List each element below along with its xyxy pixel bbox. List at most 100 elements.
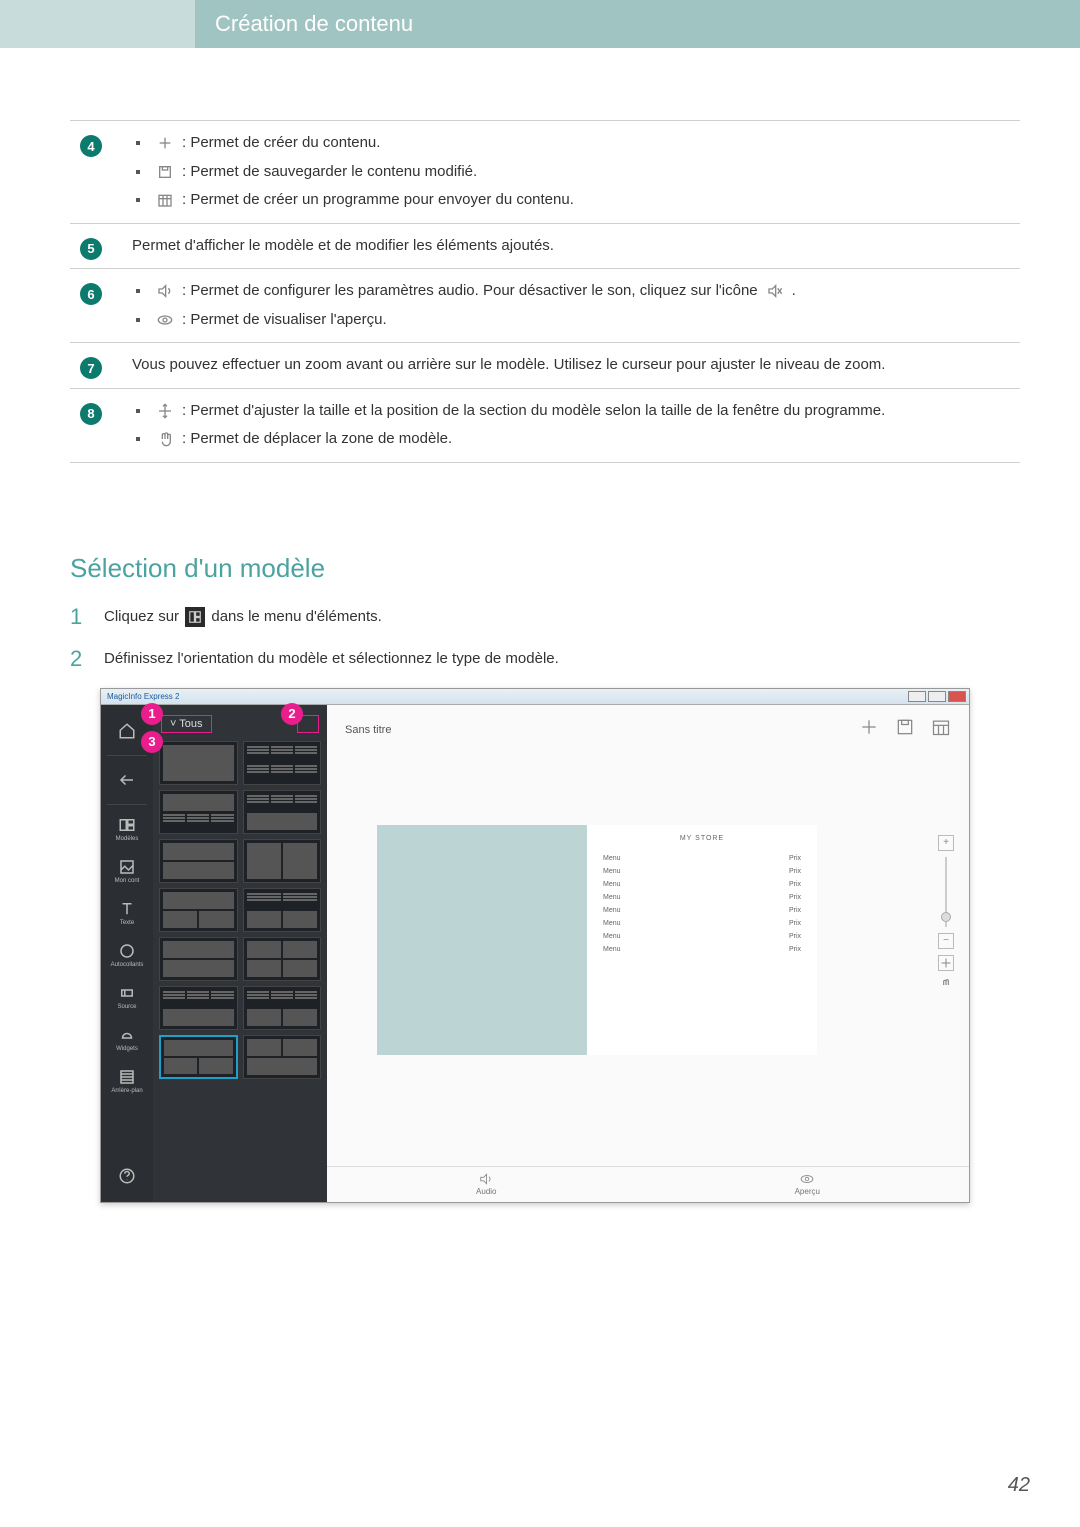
zoom-control: + − bbox=[937, 835, 955, 993]
step-text: Cliquez sur bbox=[104, 607, 183, 624]
audio-button[interactable]: Audio bbox=[476, 1172, 496, 1196]
preview-button[interactable]: Aperçu bbox=[795, 1172, 820, 1196]
filter-all[interactable]: ˅ Tous bbox=[161, 715, 212, 733]
app-window: MagicInfo Express 2 Modèles Mon cont Tex… bbox=[100, 688, 970, 1203]
row-number: 8 bbox=[80, 403, 102, 425]
row-text: : Permet de déplacer la zone de modèle. bbox=[182, 425, 452, 454]
new-icon[interactable] bbox=[859, 717, 879, 742]
preview-icon bbox=[154, 311, 176, 329]
template-thumb[interactable] bbox=[243, 937, 322, 981]
save-icon[interactable] bbox=[895, 717, 915, 742]
schedule-icon[interactable] bbox=[931, 717, 951, 742]
template-thumb[interactable] bbox=[243, 1035, 322, 1079]
menu-row: MenuPrix bbox=[603, 930, 801, 943]
step: 1 Cliquez sur dans le menu d'éléments. bbox=[70, 604, 1020, 630]
template-thumb[interactable] bbox=[159, 888, 238, 932]
reference-table: 4 : Permet de créer du contenu. : Permet… bbox=[70, 120, 1020, 463]
zoom-in-button[interactable]: + bbox=[938, 835, 954, 851]
row-number: 5 bbox=[80, 238, 102, 260]
zoom-out-button[interactable]: − bbox=[938, 933, 954, 949]
rail-background[interactable]: Arrière-plan bbox=[104, 1061, 150, 1101]
menu-row: MenuPrix bbox=[603, 891, 801, 904]
window-titlebar: MagicInfo Express 2 bbox=[101, 689, 969, 705]
template-grid bbox=[159, 741, 321, 1079]
table-row: 8 : Permet d'ajuster la taille et la pos… bbox=[70, 388, 1020, 463]
template-thumb[interactable] bbox=[243, 986, 322, 1030]
pan-button[interactable] bbox=[938, 977, 954, 993]
table-row: 5 Permet d'afficher le modèle et de modi… bbox=[70, 223, 1020, 269]
template-thumb[interactable] bbox=[243, 741, 322, 785]
row-text: : Permet de créer un programme pour envo… bbox=[182, 186, 574, 215]
page-number: 42 bbox=[1008, 1474, 1030, 1497]
rail-text[interactable]: Texte bbox=[104, 893, 150, 933]
row-text: . bbox=[792, 277, 796, 306]
rail-source[interactable]: Source bbox=[104, 977, 150, 1017]
template-thumb[interactable] bbox=[243, 888, 322, 932]
row-text: : Permet de créer du contenu. bbox=[182, 129, 380, 158]
step-text: dans le menu d'éléments. bbox=[211, 607, 381, 624]
template-thumb[interactable] bbox=[159, 741, 238, 785]
menu-row: MenuPrix bbox=[603, 904, 801, 917]
row-text: : Permet de sauvegarder le contenu modif… bbox=[182, 158, 477, 187]
rail-templates[interactable]: Modèles bbox=[104, 809, 150, 849]
section-title: Sélection d'un modèle bbox=[70, 553, 1020, 584]
menu-row: MenuPrix bbox=[603, 878, 801, 891]
fit-icon bbox=[154, 402, 176, 420]
rail-stickers[interactable]: Autocollants bbox=[104, 935, 150, 975]
step-number: 2 bbox=[70, 646, 90, 672]
template-thumb[interactable] bbox=[159, 986, 238, 1030]
menu-row: MenuPrix bbox=[603, 943, 801, 956]
callout-3: 3 bbox=[141, 731, 163, 753]
step: 2 Définissez l'orientation du modèle et … bbox=[70, 646, 1020, 672]
maximize-button[interactable] bbox=[928, 691, 946, 702]
menu-row: MenuPrix bbox=[603, 917, 801, 930]
row-text: : Permet d'ajuster la taille et la posit… bbox=[182, 397, 885, 426]
row-number: 7 bbox=[80, 357, 102, 379]
menu-row: MenuPrix bbox=[603, 852, 801, 865]
close-button[interactable] bbox=[948, 691, 966, 702]
row-text: : Permet de visualiser l'aperçu. bbox=[182, 306, 387, 335]
rail-content[interactable]: Mon cont bbox=[104, 851, 150, 891]
callout-2: 2 bbox=[281, 703, 303, 725]
table-row: 4 : Permet de créer du contenu. : Permet… bbox=[70, 120, 1020, 223]
callout-1: 1 bbox=[141, 703, 163, 725]
template-thumb[interactable] bbox=[159, 839, 238, 883]
canvas-area: Sans titre MY STORE MenuPrixMenuPrixMenu… bbox=[327, 705, 969, 1202]
step-number: 1 bbox=[70, 604, 90, 630]
rail-back[interactable] bbox=[104, 760, 150, 800]
header-title: Création de contenu bbox=[215, 11, 413, 37]
table-row: 6 : Permet de configurer les paramètres … bbox=[70, 268, 1020, 342]
template-thumb[interactable] bbox=[243, 839, 322, 883]
row-text: Vous pouvez effectuer un zoom avant ou a… bbox=[132, 351, 1020, 380]
plus-icon bbox=[154, 134, 176, 152]
fit-button[interactable] bbox=[938, 955, 954, 971]
table-row: 7 Vous pouvez effectuer un zoom avant ou… bbox=[70, 342, 1020, 388]
row-text: : Permet de configurer les paramètres au… bbox=[182, 277, 758, 306]
row-number: 4 bbox=[80, 135, 102, 157]
hand-icon bbox=[154, 430, 176, 448]
templates-icon bbox=[185, 607, 205, 627]
zoom-slider[interactable] bbox=[945, 857, 947, 927]
document-title: Sans titre bbox=[345, 724, 391, 736]
template-thumb[interactable] bbox=[243, 790, 322, 834]
template-thumb[interactable] bbox=[159, 937, 238, 981]
save-icon bbox=[154, 163, 176, 181]
row-number: 6 bbox=[80, 283, 102, 305]
rail-widgets[interactable]: Widgets bbox=[104, 1019, 150, 1059]
minimize-button[interactable] bbox=[908, 691, 926, 702]
row-text: Permet d'afficher le modèle et de modifi… bbox=[132, 232, 1020, 261]
step-text: Définissez l'orientation du modèle et sé… bbox=[104, 650, 559, 667]
template-preview[interactable]: MY STORE MenuPrixMenuPrixMenuPrixMenuPri… bbox=[377, 825, 817, 1055]
template-panel: ˅ Tous bbox=[153, 705, 327, 1202]
menu-row: MenuPrix bbox=[603, 865, 801, 878]
sound-icon bbox=[154, 282, 176, 300]
sound-off-icon bbox=[764, 282, 786, 300]
rail-help[interactable] bbox=[104, 1156, 150, 1196]
schedule-icon bbox=[154, 191, 176, 209]
side-rail: Modèles Mon cont Texte Autocollants Sour… bbox=[101, 705, 153, 1202]
template-thumb[interactable] bbox=[159, 1035, 238, 1079]
page-header: Création de contenu bbox=[195, 0, 1080, 48]
store-title: MY STORE bbox=[603, 835, 801, 842]
template-thumb[interactable] bbox=[159, 790, 238, 834]
window-title: MagicInfo Express 2 bbox=[107, 692, 179, 701]
